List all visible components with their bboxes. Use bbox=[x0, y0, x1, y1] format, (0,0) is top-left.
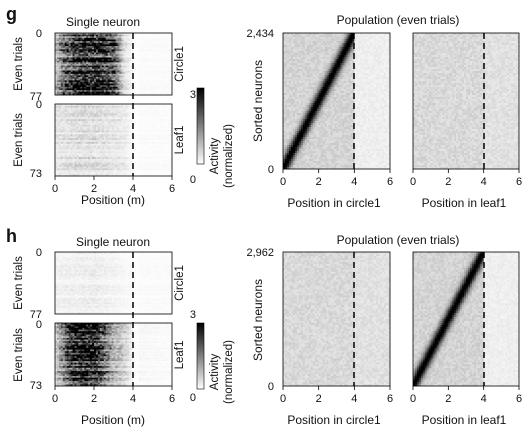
single-neuron-title-g: Single neuron bbox=[66, 15, 140, 29]
env-label-circle1-g: Circle1 bbox=[174, 46, 186, 82]
y-tick-top-leaf1-g: 0 bbox=[36, 99, 42, 111]
panel-letter-g: g bbox=[6, 4, 17, 24]
y-label-leaf1-g: Even trials bbox=[13, 113, 25, 167]
x-tick-label: 6 bbox=[169, 183, 175, 195]
single-neuron-heatmap-leaf1-g bbox=[55, 104, 172, 176]
y-tick-bottom-leaf1-g: 73 bbox=[30, 168, 42, 180]
colorbar-g bbox=[197, 88, 204, 164]
x-tick-label: 0 bbox=[52, 183, 58, 195]
colorbar-label-2-g: (normalized) bbox=[223, 124, 235, 188]
env-label-leaf1-g: Leaf1 bbox=[174, 126, 186, 155]
colorbar-label-1-g: Activity bbox=[209, 138, 221, 175]
y-label-circle1-g: Even trials bbox=[13, 37, 25, 91]
population-heatmap-circle1-g bbox=[283, 33, 390, 169]
panel-g: g Single neuron Population (even trials)… bbox=[6, 4, 522, 210]
single-neuron-heatmap-circle1-g bbox=[55, 33, 172, 95]
population-title-g: Population (even trials) bbox=[337, 13, 460, 27]
y-tick-top-circle1-g: 0 bbox=[36, 28, 42, 40]
colorbar-max-g: 3 bbox=[190, 89, 196, 101]
colorbar-min-g: 0 bbox=[190, 174, 196, 186]
x-label-single-g: Position (m) bbox=[81, 193, 145, 207]
